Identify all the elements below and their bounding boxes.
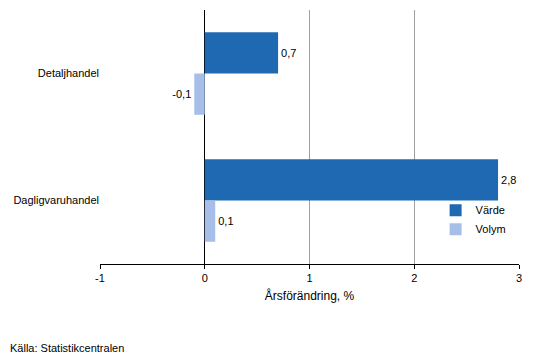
svg-text:Detaljhandel: Detaljhandel (38, 67, 99, 79)
svg-text:Värde: Värde (476, 204, 505, 216)
svg-text:Årsförändring, %: Årsförändring, % (265, 288, 355, 303)
svg-text:0,1: 0,1 (218, 215, 233, 227)
svg-text:Volym: Volym (476, 223, 506, 235)
svg-text:-0,1: -0,1 (172, 88, 191, 100)
svg-text:Dagligvaruhandel: Dagligvaruhandel (13, 194, 99, 206)
svg-text:2,8: 2,8 (501, 174, 516, 186)
svg-text:2: 2 (411, 272, 417, 284)
svg-text:0,7: 0,7 (281, 47, 296, 59)
svg-text:Källa: Statistikcentralen: Källa: Statistikcentralen (10, 342, 124, 354)
svg-text:3: 3 (516, 272, 522, 284)
svg-text:1: 1 (306, 272, 312, 284)
svg-text:0: 0 (202, 272, 208, 284)
svg-text:-1: -1 (95, 272, 105, 284)
